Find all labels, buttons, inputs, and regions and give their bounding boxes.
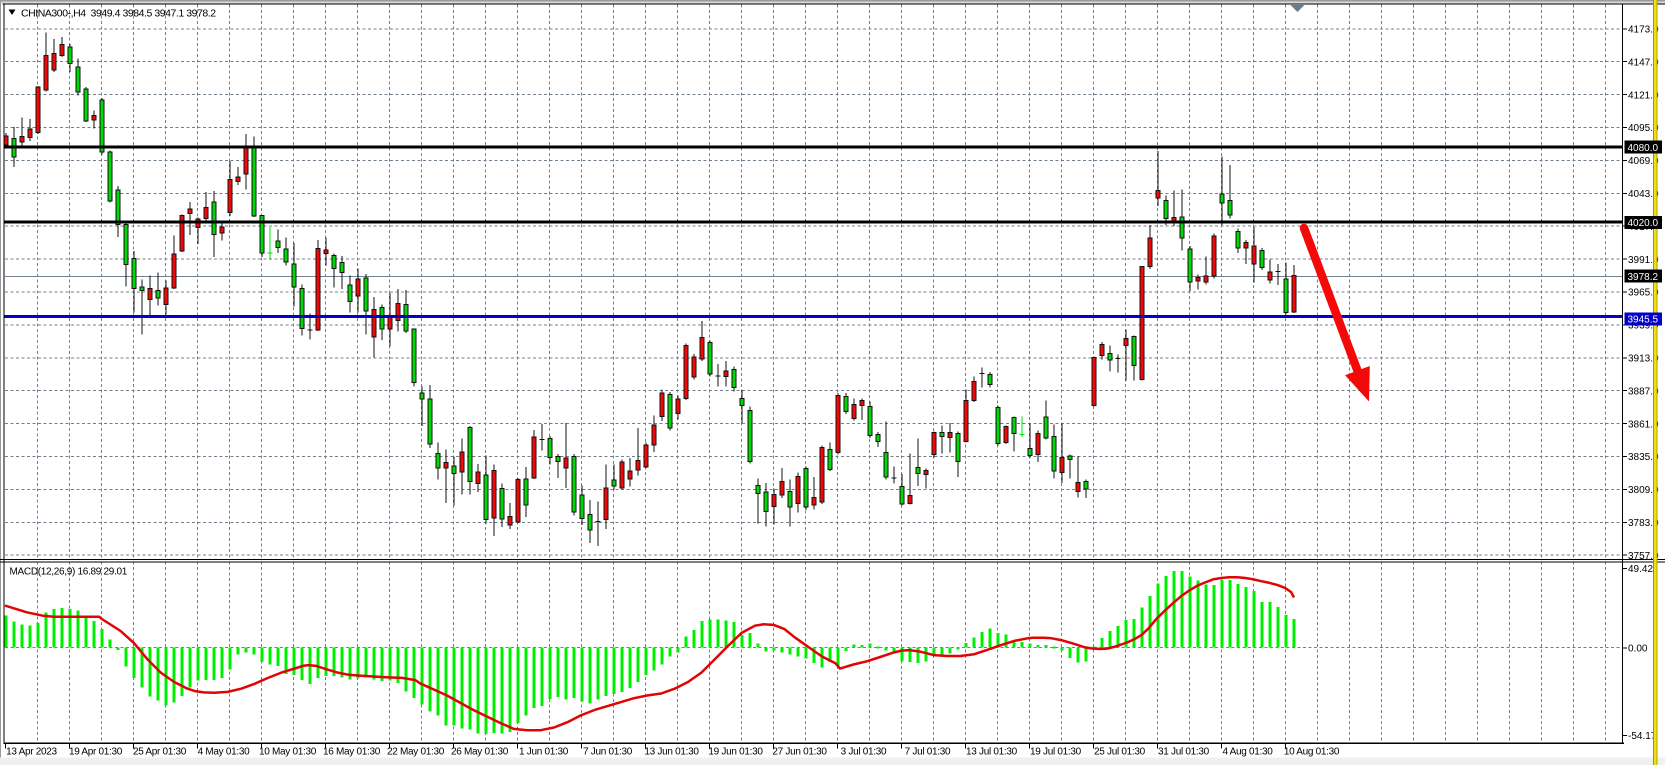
svg-text:25 Jul 01:30: 25 Jul 01:30	[1094, 747, 1146, 758]
svg-text:19 Jun 01:30: 19 Jun 01:30	[708, 747, 763, 758]
svg-text:4069.0: 4069.0	[1628, 156, 1659, 167]
svg-text:4095.0: 4095.0	[1628, 123, 1659, 134]
svg-text:4 May 01:30: 4 May 01:30	[198, 747, 250, 758]
svg-text:3945.5: 3945.5	[1628, 315, 1659, 326]
svg-text:3835.0: 3835.0	[1628, 452, 1659, 463]
svg-text:49.42: 49.42	[1628, 564, 1653, 575]
svg-text:3978.2: 3978.2	[1628, 272, 1659, 283]
svg-text:7 Jun 01:30: 7 Jun 01:30	[583, 747, 633, 758]
svg-text:16 May 01:30: 16 May 01:30	[323, 747, 381, 758]
svg-text:3991.0: 3991.0	[1628, 255, 1659, 266]
svg-text:19 Jul 01:30: 19 Jul 01:30	[1030, 747, 1082, 758]
svg-text:10 May 01:30: 10 May 01:30	[259, 747, 317, 758]
svg-text:31 Jul 01:30: 31 Jul 01:30	[1158, 747, 1210, 758]
svg-text:3887.0: 3887.0	[1628, 386, 1659, 397]
svg-text:13 Jul 01:30: 13 Jul 01:30	[966, 747, 1018, 758]
svg-text:-54.17: -54.17	[1628, 731, 1657, 742]
svg-text:4173.0: 4173.0	[1628, 25, 1659, 36]
svg-text:22 May 01:30: 22 May 01:30	[387, 747, 445, 758]
svg-text:3939.0: 3939.0	[1628, 321, 1659, 332]
svg-text:3809.0: 3809.0	[1628, 485, 1659, 496]
svg-text:7 Jul 01:30: 7 Jul 01:30	[905, 747, 951, 758]
svg-text:19 Apr 01:30: 19 Apr 01:30	[69, 747, 123, 758]
svg-text:3757.0: 3757.0	[1628, 551, 1659, 562]
svg-text:1 Jun 01:30: 1 Jun 01:30	[519, 747, 569, 758]
svg-text:3861.0: 3861.0	[1628, 419, 1659, 430]
svg-text:3913.0: 3913.0	[1628, 354, 1659, 365]
svg-text:27 Jun 01:30: 27 Jun 01:30	[772, 747, 827, 758]
svg-text:4043.0: 4043.0	[1628, 189, 1659, 200]
svg-text:4 Aug 01:30: 4 Aug 01:30	[1222, 747, 1273, 758]
svg-text:MACD(12,26,9) 16.89 29.01: MACD(12,26,9) 16.89 29.01	[10, 567, 128, 578]
svg-text:3783.0: 3783.0	[1628, 518, 1659, 529]
svg-text:4080.0: 4080.0	[1628, 143, 1659, 154]
svg-text:13 Apr 2023: 13 Apr 2023	[6, 747, 57, 758]
svg-text:CHINA300-,H4 3949.4 3984.5 39: CHINA300-,H4 3949.4 3984.5 3947.1 3978.2	[21, 7, 216, 19]
svg-text:0.00: 0.00	[1628, 644, 1648, 655]
svg-text:4020.0: 4020.0	[1628, 218, 1659, 229]
svg-text:4147.0: 4147.0	[1628, 57, 1659, 68]
svg-text:4121.0: 4121.0	[1628, 90, 1659, 101]
svg-text:3965.0: 3965.0	[1628, 288, 1659, 299]
svg-text:25 Apr 01:30: 25 Apr 01:30	[133, 747, 187, 758]
svg-text:26 May 01:30: 26 May 01:30	[451, 747, 509, 758]
svg-text:10 Aug 01:30: 10 Aug 01:30	[1284, 747, 1340, 758]
svg-text:3 Jul 01:30: 3 Jul 01:30	[841, 747, 887, 758]
svg-text:13 Jun 01:30: 13 Jun 01:30	[644, 747, 699, 758]
